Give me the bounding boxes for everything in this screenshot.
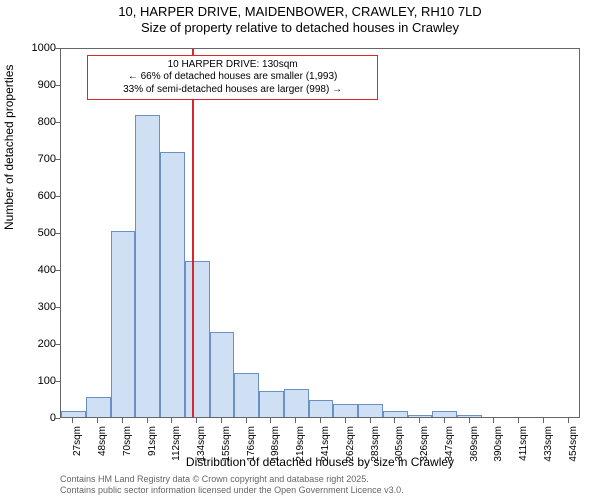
chart-title: 10, HARPER DRIVE, MAIDENBOWER, CRAWLEY, … <box>0 4 600 37</box>
histogram-bar <box>457 415 482 417</box>
x-tick-mark <box>320 418 321 423</box>
histogram-bar <box>259 391 284 417</box>
x-tick-mark <box>147 418 148 423</box>
x-tick-mark <box>171 418 172 423</box>
annotation-box: 10 HARPER DRIVE: 130sqm← 66% of detached… <box>87 55 378 101</box>
attribution-text: Contains HM Land Registry data © Crown c… <box>60 474 404 496</box>
x-tick-mark <box>122 418 123 423</box>
y-tick-label: 300 <box>16 301 56 313</box>
y-tick-label: 200 <box>16 338 56 350</box>
y-axis-label: Number of detached properties <box>2 65 16 230</box>
x-tick-mark <box>518 418 519 423</box>
histogram-bar <box>432 411 457 417</box>
histogram-bar <box>358 404 383 417</box>
annotation-line: 33% of semi-detached houses are larger (… <box>94 84 371 97</box>
histogram-bar <box>135 115 160 417</box>
y-tick-label: 700 <box>16 153 56 165</box>
histogram-bar <box>383 411 408 417</box>
x-tick-mark <box>97 418 98 423</box>
x-tick-mark <box>493 418 494 423</box>
y-tick-label: 900 <box>16 79 56 91</box>
x-tick-mark <box>469 418 470 423</box>
x-tick-label: 27sqm <box>72 426 83 456</box>
x-tick-mark <box>295 418 296 423</box>
y-tick-mark <box>55 122 60 123</box>
x-tick-mark <box>72 418 73 423</box>
histogram-bar <box>309 400 334 417</box>
y-tick-mark <box>55 307 60 308</box>
y-tick-mark <box>55 418 60 419</box>
histogram-bar <box>160 152 185 417</box>
y-tick-label: 400 <box>16 264 56 276</box>
x-tick-mark <box>345 418 346 423</box>
x-tick-mark <box>370 418 371 423</box>
x-axis-label: Distribution of detached houses by size … <box>60 455 580 469</box>
y-tick-mark <box>55 85 60 86</box>
histogram-bar <box>61 411 86 417</box>
x-tick-mark <box>270 418 271 423</box>
x-tick-label: 91sqm <box>147 426 158 456</box>
histogram-bar <box>234 373 259 417</box>
chart-container: 10, HARPER DRIVE, MAIDENBOWER, CRAWLEY, … <box>0 0 600 500</box>
y-tick-mark <box>55 159 60 160</box>
y-tick-mark <box>55 233 60 234</box>
x-tick-mark <box>196 418 197 423</box>
y-tick-label: 100 <box>16 375 56 387</box>
y-tick-label: 1000 <box>16 42 56 54</box>
histogram-bar <box>111 231 136 417</box>
attribution-line-1: Contains HM Land Registry data © Crown c… <box>60 474 404 485</box>
y-tick-label: 0 <box>16 412 56 424</box>
x-tick-mark <box>221 418 222 423</box>
attribution-line-2: Contains public sector information licen… <box>60 485 404 496</box>
histogram-bar <box>185 261 210 417</box>
x-tick-mark <box>394 418 395 423</box>
x-tick-label: 48sqm <box>97 426 108 456</box>
title-line-1: 10, HARPER DRIVE, MAIDENBOWER, CRAWLEY, … <box>0 4 600 20</box>
x-tick-mark <box>444 418 445 423</box>
y-tick-mark <box>55 48 60 49</box>
y-tick-mark <box>55 196 60 197</box>
reference-line <box>192 49 194 417</box>
x-tick-mark <box>419 418 420 423</box>
y-tick-label: 500 <box>16 227 56 239</box>
histogram-bar <box>86 397 111 417</box>
x-tick-mark <box>246 418 247 423</box>
y-tick-mark <box>55 344 60 345</box>
histogram-bar <box>333 404 358 417</box>
title-line-2: Size of property relative to detached ho… <box>0 20 600 36</box>
x-tick-label: 70sqm <box>122 426 133 456</box>
x-tick-mark <box>568 418 569 423</box>
annotation-line: ← 66% of detached houses are smaller (1,… <box>94 71 371 84</box>
plot-area: 10 HARPER DRIVE: 130sqm← 66% of detached… <box>60 48 580 418</box>
histogram-bar <box>408 415 433 417</box>
y-tick-mark <box>55 270 60 271</box>
x-tick-mark <box>543 418 544 423</box>
y-tick-label: 800 <box>16 116 56 128</box>
y-tick-label: 600 <box>16 190 56 202</box>
histogram-bar <box>284 389 309 417</box>
histogram-bar <box>210 332 235 417</box>
y-tick-mark <box>55 381 60 382</box>
annotation-line: 10 HARPER DRIVE: 130sqm <box>94 59 371 72</box>
